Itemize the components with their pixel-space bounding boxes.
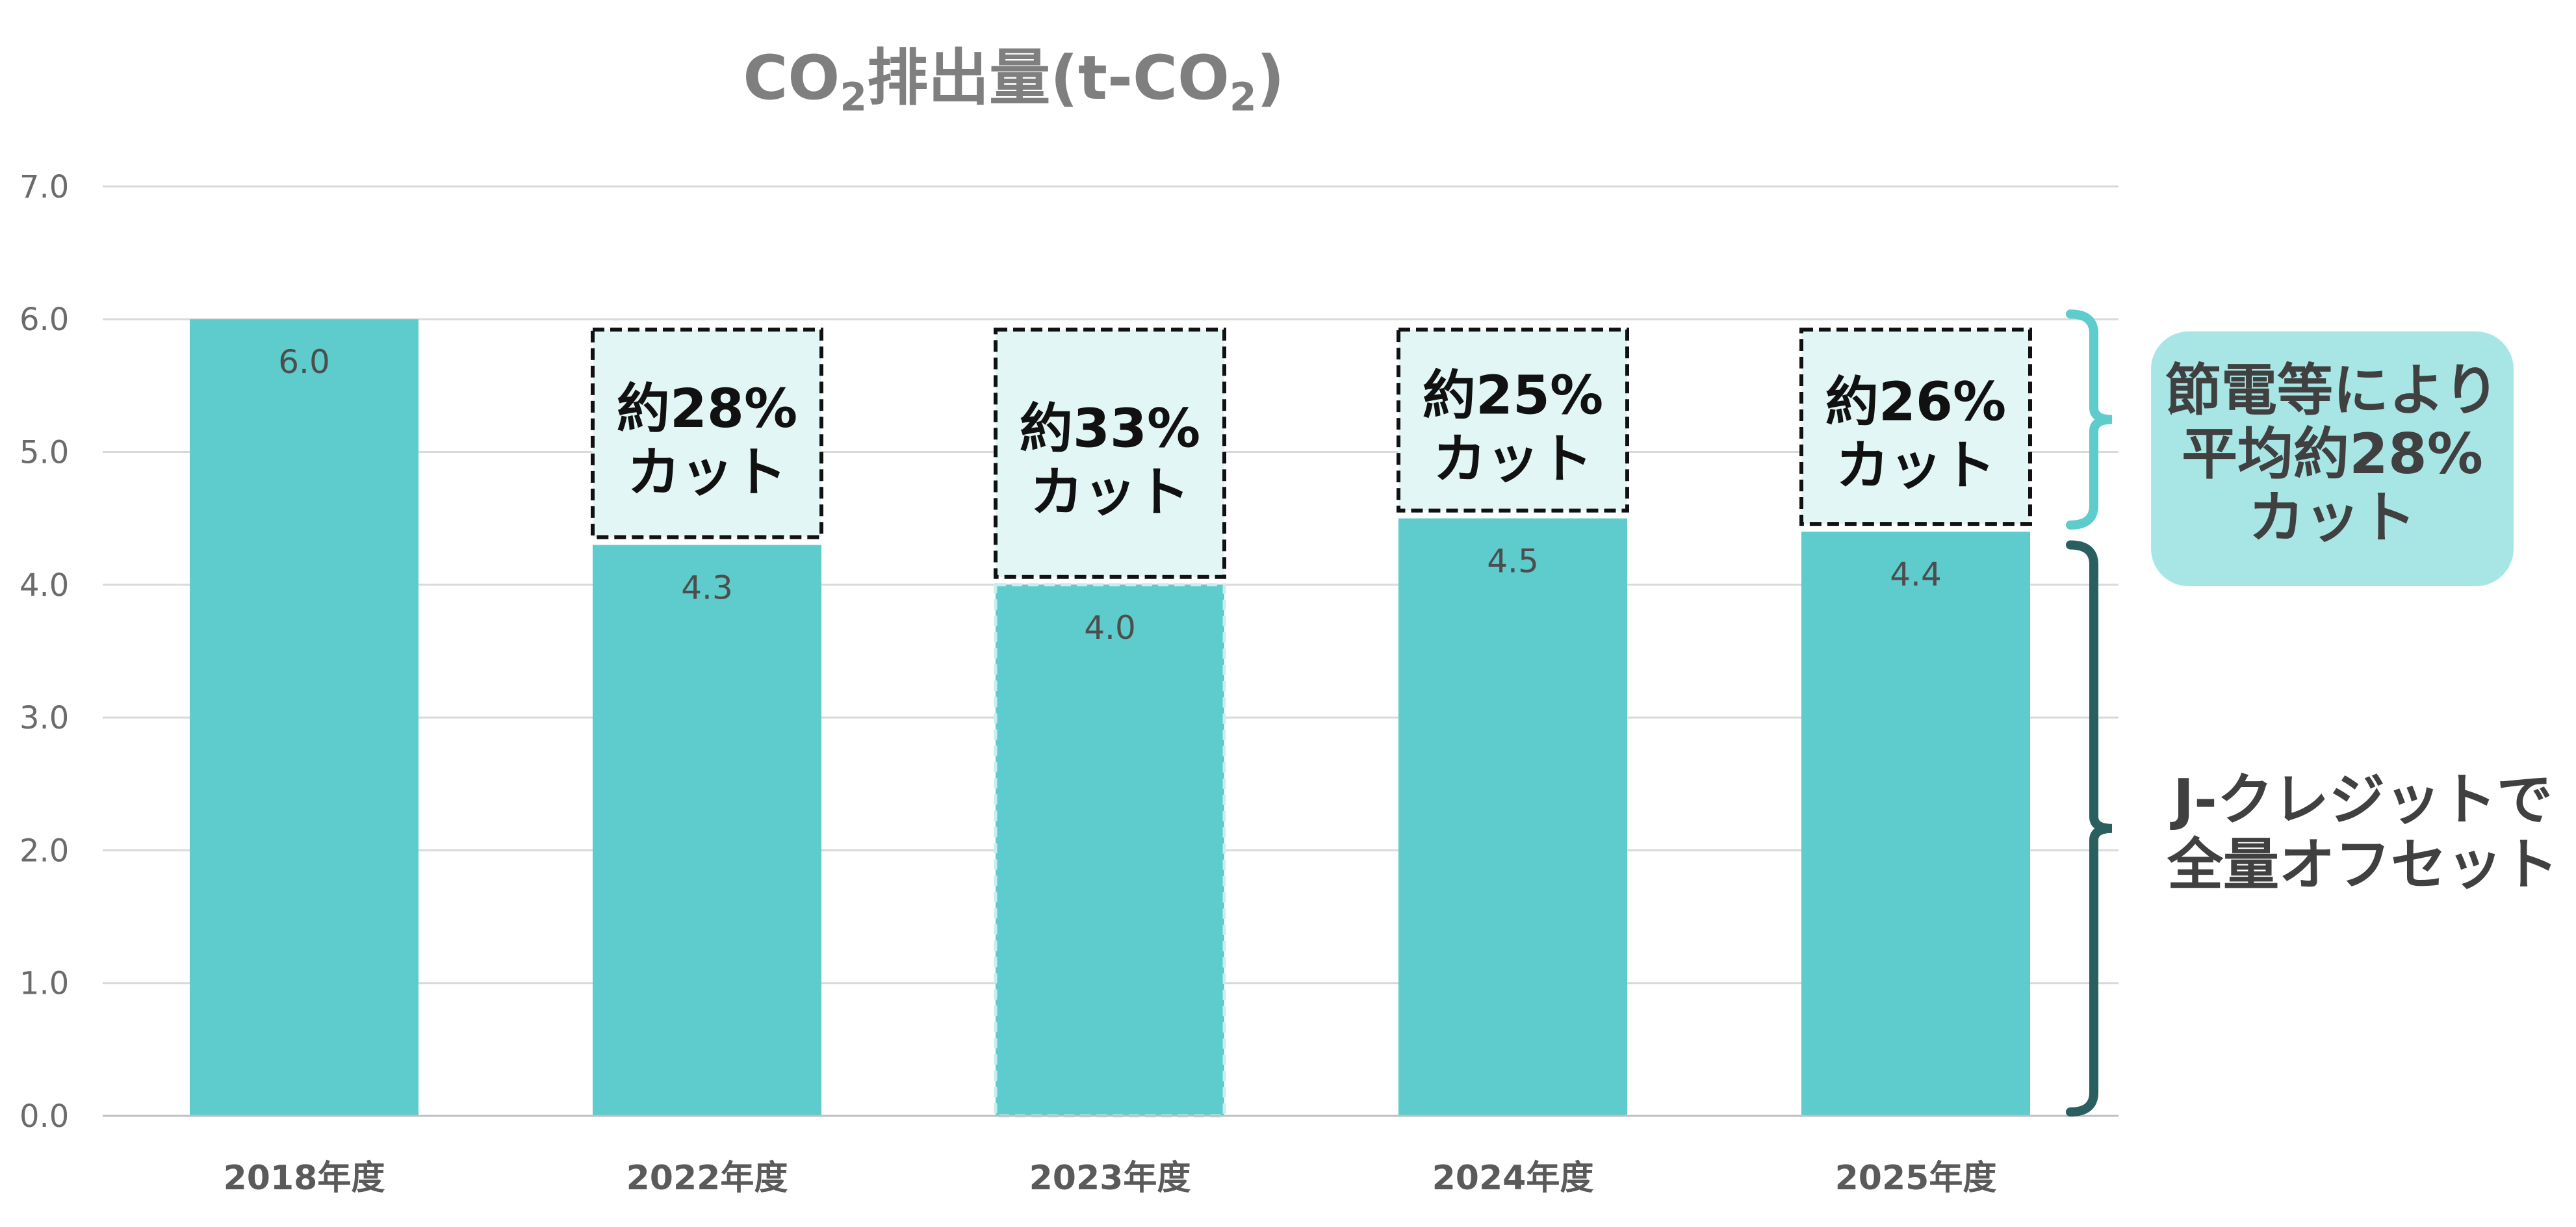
- x-category-label: 2018年度: [224, 1159, 385, 1198]
- bar: [593, 545, 821, 1116]
- reduction-percent: 約25%: [1423, 365, 1603, 426]
- reduction-percent: 約28%: [617, 378, 797, 440]
- bar: [1398, 518, 1627, 1116]
- reduction-percent: 約26%: [1825, 372, 2006, 433]
- saving-annotation-line: 節電等により: [2165, 358, 2499, 423]
- chart-title-sub: 2: [840, 75, 867, 120]
- chart-title-sub2: 2: [1230, 75, 1257, 120]
- reduction-cut-label: カット: [1836, 435, 1996, 497]
- x-category-label: 2023年度: [1029, 1159, 1191, 1198]
- reduction-box: [591, 328, 823, 539]
- reduction-box: [1799, 328, 2032, 526]
- y-tick-label: 3.0: [19, 700, 69, 736]
- chart-title-middle: 排出量(t-CO: [867, 43, 1230, 114]
- y-tick-label: 5.0: [19, 435, 69, 471]
- saving-badge: [2151, 331, 2514, 586]
- bar-value-label: 4.4: [1890, 556, 1942, 593]
- y-tick-label: 7.0: [19, 169, 69, 205]
- bar-value-label: 4.0: [1084, 609, 1136, 647]
- bar: [190, 319, 419, 1117]
- y-tick-label: 1.0: [19, 966, 69, 1002]
- y-tick-label: 4.0: [19, 567, 69, 604]
- chart-title-suffix: ): [1257, 43, 1285, 114]
- bar-value-label: 4.3: [681, 569, 733, 607]
- y-tick-label: 6.0: [19, 302, 69, 338]
- x-axis: 2018年度 2022年度 2023年度 2024年度 2025年度: [103, 1115, 2119, 1198]
- bars: 6.0 4.3 4.0 4.5 4.4: [190, 319, 2030, 1118]
- y-tick-label: 0.0: [19, 1098, 69, 1135]
- bar-value-label: 6.0: [278, 343, 330, 381]
- reduction-box: [1397, 328, 1629, 513]
- saving-brace: [2066, 309, 2113, 530]
- reduction-cut-label: カット: [1433, 428, 1593, 490]
- bar: [1801, 532, 2030, 1116]
- reduction-percent: 約33%: [1020, 398, 1200, 460]
- offset-annotation-line: 全量オフセット: [2167, 833, 2558, 898]
- x-category-label: 2025年度: [1835, 1159, 1997, 1198]
- bar-value-label: 4.5: [1487, 543, 1539, 580]
- bar: [994, 583, 1226, 1118]
- reduction-cut-label: カット: [627, 442, 787, 504]
- x-category-label: 2022年度: [626, 1159, 788, 1198]
- x-category-label: 2024年度: [1432, 1159, 1594, 1198]
- chart-title-prefix: CO: [743, 43, 840, 114]
- chart-title: CO2排出量(t-CO2): [743, 43, 1284, 120]
- y-axis: 0.0 1.0 2.0 3.0 4.0 5.0 6.0 7.0: [19, 169, 69, 1135]
- saving-annotation-line: カット: [2248, 485, 2416, 550]
- reduction-cut-label: カット: [1030, 462, 1190, 524]
- offset-annotation-line: J-クレジットで: [2170, 768, 2553, 833]
- saving-annotation-line: 平均約28%: [2182, 422, 2483, 487]
- offset-brace: [2066, 540, 2113, 1117]
- reduction-box: [994, 328, 1226, 579]
- y-tick-label: 2.0: [19, 833, 69, 869]
